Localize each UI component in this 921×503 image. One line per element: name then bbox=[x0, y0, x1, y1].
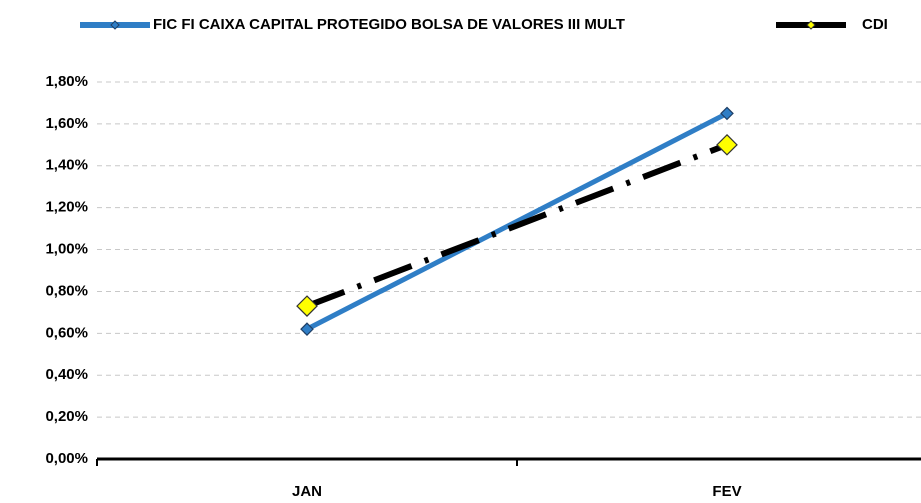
y-tick-label: 1,20% bbox=[45, 199, 88, 216]
legend-label: FIC FI CAIXA CAPITAL PROTEGIDO BOLSA DE … bbox=[153, 16, 625, 33]
y-tick-label: 1,60% bbox=[45, 115, 88, 132]
y-tick-label: 0,80% bbox=[45, 282, 88, 299]
legend-marker bbox=[806, 20, 816, 30]
series-line bbox=[305, 142, 729, 309]
y-tick-label: 1,40% bbox=[45, 157, 88, 174]
marker bbox=[300, 322, 314, 336]
marker bbox=[716, 133, 738, 156]
y-tick-label: 1,80% bbox=[45, 73, 88, 90]
marker bbox=[296, 295, 318, 317]
y-tick-label: 0,60% bbox=[45, 324, 88, 341]
y-tick-label: 0,00% bbox=[45, 450, 88, 467]
legend-marker bbox=[110, 20, 120, 30]
y-tick-label: 0,20% bbox=[45, 408, 88, 425]
y-tick-label: 0,40% bbox=[45, 366, 88, 383]
x-tick-label: JAN bbox=[292, 483, 322, 500]
legend-label: CDI bbox=[862, 16, 888, 33]
marker bbox=[720, 106, 734, 121]
series-line bbox=[305, 111, 729, 332]
x-tick-label: FEV bbox=[712, 483, 741, 500]
y-tick-label: 1,00% bbox=[45, 241, 88, 258]
